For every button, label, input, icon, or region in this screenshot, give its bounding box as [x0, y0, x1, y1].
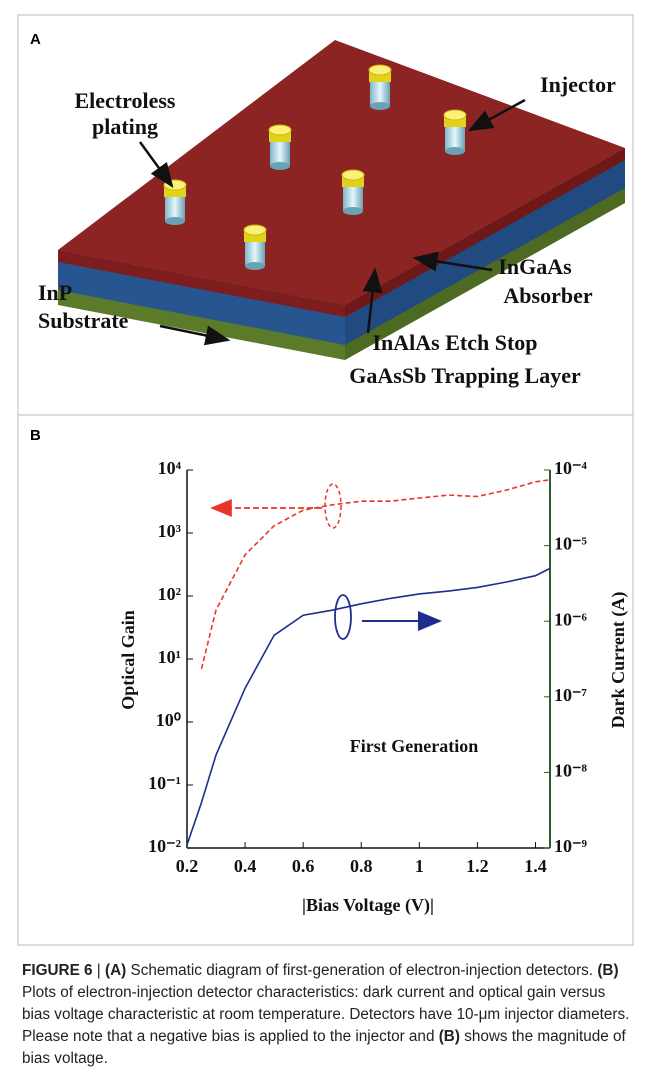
- x-axis-label: |Bias Voltage (V)|: [302, 895, 434, 916]
- plating-top: [369, 65, 391, 75]
- marker-ellipse: [335, 595, 351, 639]
- caption-run: (B): [439, 1028, 460, 1045]
- y2-tick-label: 10⁻⁷: [554, 685, 588, 705]
- x-tick-label: 0.2: [176, 856, 199, 876]
- plating-top: [244, 225, 266, 235]
- x-tick-label: 0.4: [234, 856, 257, 876]
- x-tick-label: 1.4: [524, 856, 547, 876]
- label: InGaAs: [498, 254, 572, 279]
- label: Absorber: [503, 283, 592, 308]
- injector-base: [343, 207, 363, 215]
- label: plating: [92, 114, 158, 139]
- caption-run: (B): [597, 962, 618, 979]
- annotation: First Generation: [350, 736, 478, 756]
- x-tick-label: 1.2: [466, 856, 489, 876]
- panel-label: A: [30, 31, 41, 48]
- label: InP: [38, 280, 72, 305]
- y2-tick-label: 10⁻⁹: [554, 836, 588, 856]
- y2-axis-label: Dark Current (A): [608, 592, 629, 729]
- caption-run: FIGURE 6: [22, 962, 93, 979]
- label: InAlAs Etch Stop: [372, 330, 537, 355]
- y-tick-label: 10⁴: [158, 458, 182, 478]
- y-tick-label: 10⁻¹: [148, 773, 181, 793]
- label: Injector: [540, 72, 616, 97]
- x-tick-label: 0.8: [350, 856, 373, 876]
- label: GaAsSb Trapping Layer: [349, 363, 581, 388]
- plating-top: [444, 110, 466, 120]
- y2-tick-label: 10⁻⁵: [554, 534, 588, 554]
- series-line: [187, 568, 550, 845]
- panel-label: B: [30, 427, 41, 444]
- caption: FIGURE 6 | (A) Schematic diagram of firs…: [22, 960, 634, 1070]
- y-tick-label: 10²: [158, 584, 181, 604]
- injector-base: [165, 217, 185, 225]
- caption-run: (A): [105, 962, 126, 979]
- plating-top: [269, 125, 291, 135]
- plating-top: [342, 170, 364, 180]
- marker-ellipse: [325, 484, 341, 528]
- y-tick-label: 10⁰: [156, 710, 181, 730]
- label: Substrate: [38, 308, 129, 333]
- y2-tick-label: 10⁻⁸: [554, 761, 588, 781]
- caption-run: |: [93, 962, 105, 979]
- label: Electroless: [74, 88, 175, 113]
- x-tick-label: 0.6: [292, 856, 315, 876]
- injector-base: [270, 162, 290, 170]
- y2-tick-label: 10⁻⁴: [554, 458, 588, 478]
- y2-tick-label: 10⁻⁶: [554, 609, 588, 629]
- x-tick-label: 1: [415, 856, 424, 876]
- chart: 0.2 0.4 0.6 0.8 1 1.2 1.4 10⁻² 10⁻¹ 10⁰ 10¹ 10² 10³ 1…: [118, 458, 629, 916]
- y-tick-label: 10⁻²: [148, 836, 181, 856]
- injector-base: [245, 262, 265, 270]
- y-tick-label: 10³: [158, 521, 182, 541]
- y-tick-label: 10¹: [158, 647, 181, 667]
- injector-base: [370, 102, 390, 110]
- page: A Electroless plating Injector InGaAs Ab…: [0, 0, 651, 1085]
- caption-run: Schematic diagram of first-generation of…: [126, 962, 597, 979]
- figure: A Electroless plating Injector InGaAs Ab…: [0, 0, 651, 950]
- injector-base: [445, 147, 465, 155]
- y-axis-label: Optical Gain: [118, 610, 138, 710]
